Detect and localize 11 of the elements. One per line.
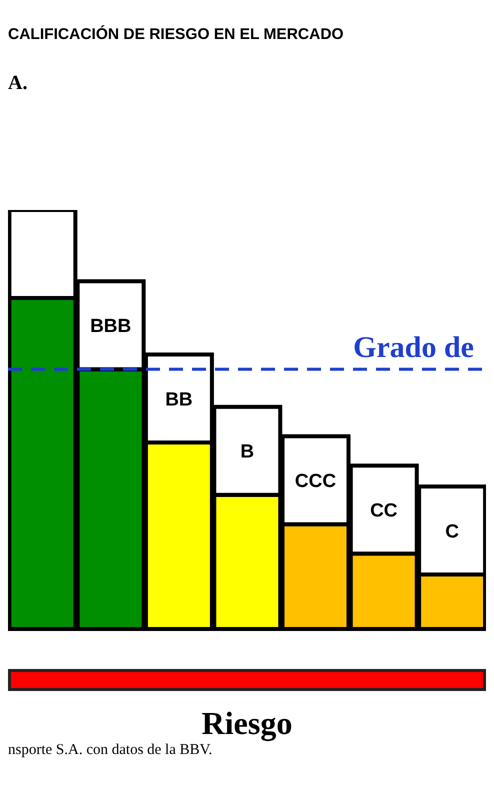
x-tick-label: BB xyxy=(165,389,193,410)
chart-title: CALIFICACIÓN DE RIESGO EN EL MERCADO xyxy=(8,24,345,44)
x-tick-label: CC xyxy=(370,500,398,522)
x-axis-title: Riesgo xyxy=(200,705,294,742)
x-tick-label: B xyxy=(240,442,254,463)
x-tick-label: BBB xyxy=(90,316,132,337)
text: nsporte S.A. con datos de la BBV. xyxy=(8,742,214,759)
chart-subtitle: A. xyxy=(8,72,28,95)
ref-line-label: Grado de xyxy=(353,331,474,364)
x-tick-label: C xyxy=(445,521,460,542)
x-tick-label: CCC xyxy=(294,471,336,492)
